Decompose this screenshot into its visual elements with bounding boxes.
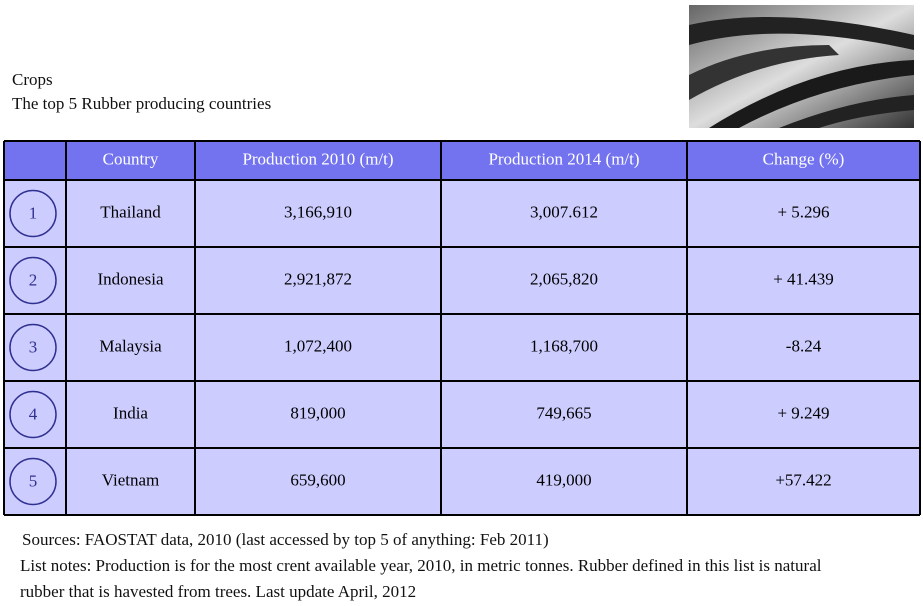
title: Crops xyxy=(12,70,53,90)
table-cell: 3,166,910 xyxy=(284,202,352,221)
table-cell: Indonesia xyxy=(97,269,164,288)
table: Country Production 2010 (m/t) Production 2… xyxy=(0,138,923,518)
table-cell: 659,600 xyxy=(290,470,345,489)
table-cell: 3,007.612 xyxy=(530,202,598,221)
table-cell: India xyxy=(113,403,148,422)
table-cell: Thailand xyxy=(100,202,161,221)
tire-image xyxy=(689,5,914,128)
table-cell: -8.24 xyxy=(786,336,822,355)
table-cell: 819,000 xyxy=(290,403,345,422)
column-header: Change (%) xyxy=(763,149,845,168)
table-cell: 419,000 xyxy=(536,470,591,489)
list-note: List notes: Production is for the most c… xyxy=(20,556,821,576)
table-cell: 1,168,700 xyxy=(530,336,598,355)
subtitle: The top 5 Rubber producing countries xyxy=(12,94,271,114)
column-header: Country xyxy=(103,149,159,168)
table-cell: Malaysia xyxy=(99,336,162,355)
column-header: Production 2014 (m/t) xyxy=(488,149,639,168)
rank: 4 xyxy=(29,404,38,423)
rank: 1 xyxy=(29,203,38,222)
table-cell: + 9.249 xyxy=(777,403,829,422)
column-header: Production 2010 (m/t) xyxy=(242,149,393,168)
page: Crops The top 5 Rubber producing countri… xyxy=(0,0,923,606)
table-cell: + 41.439 xyxy=(773,269,834,288)
rank: 5 xyxy=(29,471,38,490)
table-cell: 2,921,872 xyxy=(284,269,352,288)
rank: 2 xyxy=(29,270,38,289)
table-cell: 2,065,820 xyxy=(530,269,598,288)
table-cell: 749,665 xyxy=(536,403,591,422)
rank: 3 xyxy=(29,337,38,356)
table-cell: +57.422 xyxy=(775,470,831,489)
table-cell: + 5.296 xyxy=(777,202,829,221)
table-cell: 1,072,400 xyxy=(284,336,352,355)
sources-note: Sources: FAOSTAT data, 2010 (last access… xyxy=(22,530,549,550)
list-note: rubber that is havested from trees. Last… xyxy=(20,582,416,602)
table-cell: Vietnam xyxy=(102,470,160,489)
